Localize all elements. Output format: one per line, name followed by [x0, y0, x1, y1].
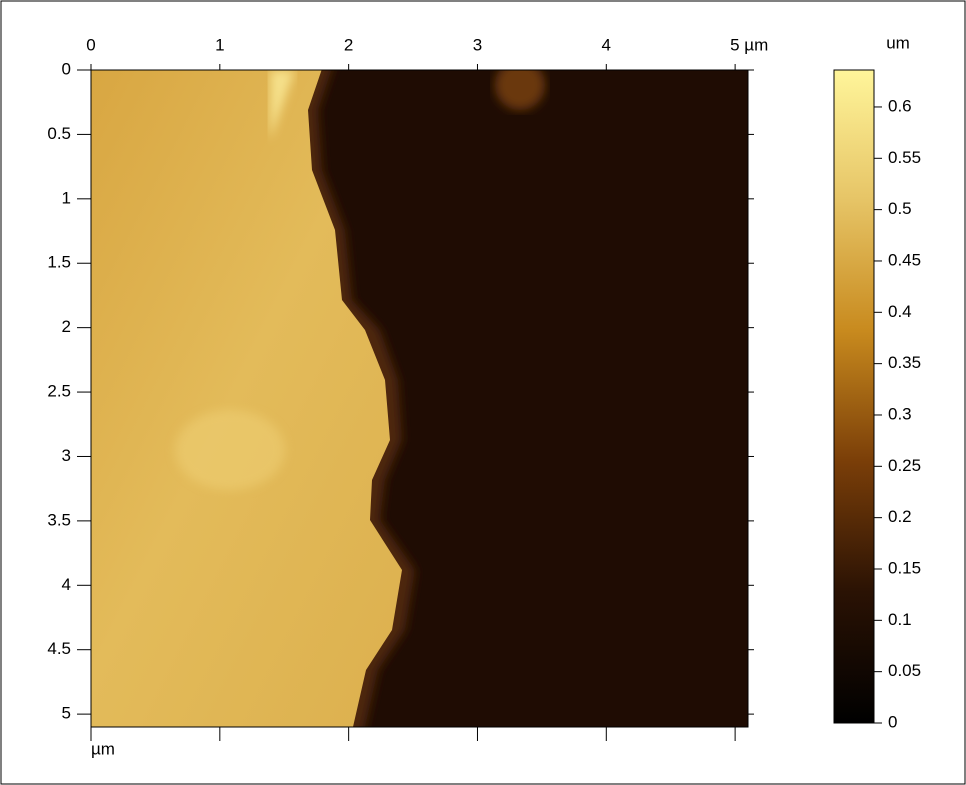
- colorbar: [834, 70, 874, 723]
- y-unit: µm: [91, 739, 115, 758]
- y-tick-label: 1.5: [47, 253, 71, 272]
- colorbar-tick-label: 0.45: [888, 250, 921, 269]
- colorbar-tick-label: 0.1: [888, 610, 912, 629]
- colorbar-tick-label: 0.15: [888, 558, 921, 577]
- y-tick-label: 0: [62, 59, 71, 78]
- chart: µm um 0 1 2 3 4 5 µm 0 0.5 1 1.5 2 2.5 3 3.5 4 4.5 5 0 0.0…: [0, 0, 966, 785]
- surface: [60, 60, 748, 740]
- page: µm um 0 1 2 3 4 5 µm 0 0.5 1 1.5 2 2.5 3 3.5 4 4.5 5 0 0.0…: [0, 0, 966, 785]
- y-tick-label: 0.5: [47, 124, 71, 143]
- colorbar-tick-label: 0.5: [888, 199, 912, 218]
- colorbar-tick-label: 0.3: [888, 404, 912, 423]
- y-tick-label: 2.5: [47, 382, 71, 401]
- x-tick-label: 0: [86, 35, 95, 54]
- colorbar-tick-label: 0.4: [888, 302, 912, 321]
- x-tick-label: 5 µm: [730, 35, 768, 54]
- y-tick-label: 4: [62, 575, 71, 594]
- x-tick-label: 1: [215, 35, 224, 54]
- x-tick-label: 3: [473, 35, 482, 54]
- y-tick-label: 4.5: [47, 639, 71, 658]
- x-tick-label: 2: [344, 35, 353, 54]
- colorbar-tick-label: 0.05: [888, 661, 921, 680]
- colorbar-tick-label: 0: [888, 712, 897, 731]
- colorbar-tick-label: 0.35: [888, 353, 921, 372]
- x-tick-label: 4: [602, 35, 611, 54]
- colorbar-tick-label: 0.25: [888, 456, 921, 475]
- y-tick-label: 1: [62, 188, 71, 207]
- colorbar-tick-label: 0.55: [888, 148, 921, 167]
- colorbar-unit: um: [886, 33, 910, 52]
- colorbar-tick-label: 0.2: [888, 507, 912, 526]
- colorbar-tick-label: 0.6: [888, 96, 912, 115]
- y-tick-label: 3.5: [47, 510, 71, 529]
- y-tick-label: 3: [62, 446, 71, 465]
- y-tick-label: 2: [62, 317, 71, 336]
- y-tick-label: 5: [62, 704, 71, 723]
